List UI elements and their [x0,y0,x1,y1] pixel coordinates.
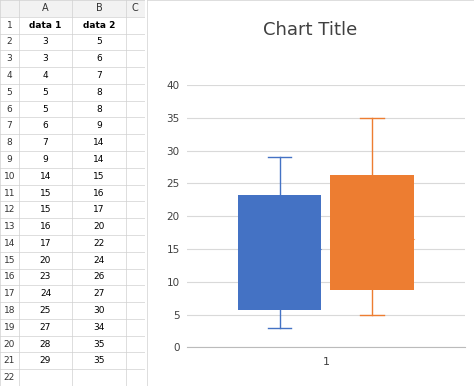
Text: 6: 6 [96,54,102,63]
Text: 21: 21 [4,356,15,365]
Text: 11: 11 [4,188,15,198]
Text: 27: 27 [93,289,105,298]
Text: 9: 9 [43,155,48,164]
Text: 5: 5 [43,88,48,97]
Text: 20: 20 [40,256,51,265]
Text: 20: 20 [4,340,15,349]
Text: 16: 16 [4,273,15,281]
Text: 6: 6 [7,105,12,113]
Text: 17: 17 [4,289,15,298]
Text: 8: 8 [96,105,102,113]
Text: 35: 35 [93,356,105,365]
Text: 28: 28 [40,340,51,349]
Text: 3: 3 [7,54,12,63]
Text: 5: 5 [96,37,102,46]
Text: 12: 12 [4,205,15,214]
Text: 15: 15 [40,205,51,214]
Text: 10: 10 [4,172,15,181]
Text: 23: 23 [40,273,51,281]
Text: 22: 22 [93,239,105,248]
Text: 34: 34 [93,323,105,332]
Text: 9: 9 [96,121,102,130]
Text: 27: 27 [40,323,51,332]
Text: 18: 18 [4,306,15,315]
Text: C: C [132,3,138,14]
Text: 22: 22 [4,373,15,382]
Text: 20: 20 [93,222,105,231]
Text: 8: 8 [96,88,102,97]
Text: 13: 13 [4,222,15,231]
Text: 4: 4 [7,71,12,80]
Text: 2: 2 [7,37,12,46]
Text: A: A [42,3,49,14]
Text: 24: 24 [40,289,51,298]
Text: 16: 16 [40,222,51,231]
Text: 17: 17 [40,239,51,248]
Text: 15: 15 [93,172,105,181]
Text: 15: 15 [40,188,51,198]
Text: 3: 3 [43,37,48,46]
Text: 35: 35 [93,340,105,349]
Text: data 2: data 2 [83,21,115,30]
Text: B: B [96,3,102,14]
Text: 19: 19 [4,323,15,332]
Text: 6: 6 [43,121,48,130]
Bar [0,0,145,17]
Text: 14: 14 [93,138,105,147]
Text: 26: 26 [93,273,105,281]
Text: data 1: data 1 [29,21,62,30]
Text: 7: 7 [43,138,48,147]
Text: 5: 5 [7,88,12,97]
Text: 7: 7 [96,71,102,80]
Text: 14: 14 [93,155,105,164]
Text: 14: 14 [4,239,15,248]
Bar [330,175,414,290]
Text: 7: 7 [7,121,12,130]
Text: 5: 5 [43,105,48,113]
Text: 25: 25 [40,306,51,315]
Text: 9: 9 [7,155,12,164]
Text: 24: 24 [93,256,105,265]
Text: 30: 30 [93,306,105,315]
Text: 8: 8 [7,138,12,147]
Text: 15: 15 [4,256,15,265]
Text: 3: 3 [43,54,48,63]
Bar [238,195,321,310]
Text: Chart Title: Chart Title [264,21,357,39]
Text: 14: 14 [40,172,51,181]
Text: 16: 16 [93,188,105,198]
Text: 1: 1 [7,21,12,30]
Text: 17: 17 [93,205,105,214]
Text: 4: 4 [43,71,48,80]
Text: 29: 29 [40,356,51,365]
